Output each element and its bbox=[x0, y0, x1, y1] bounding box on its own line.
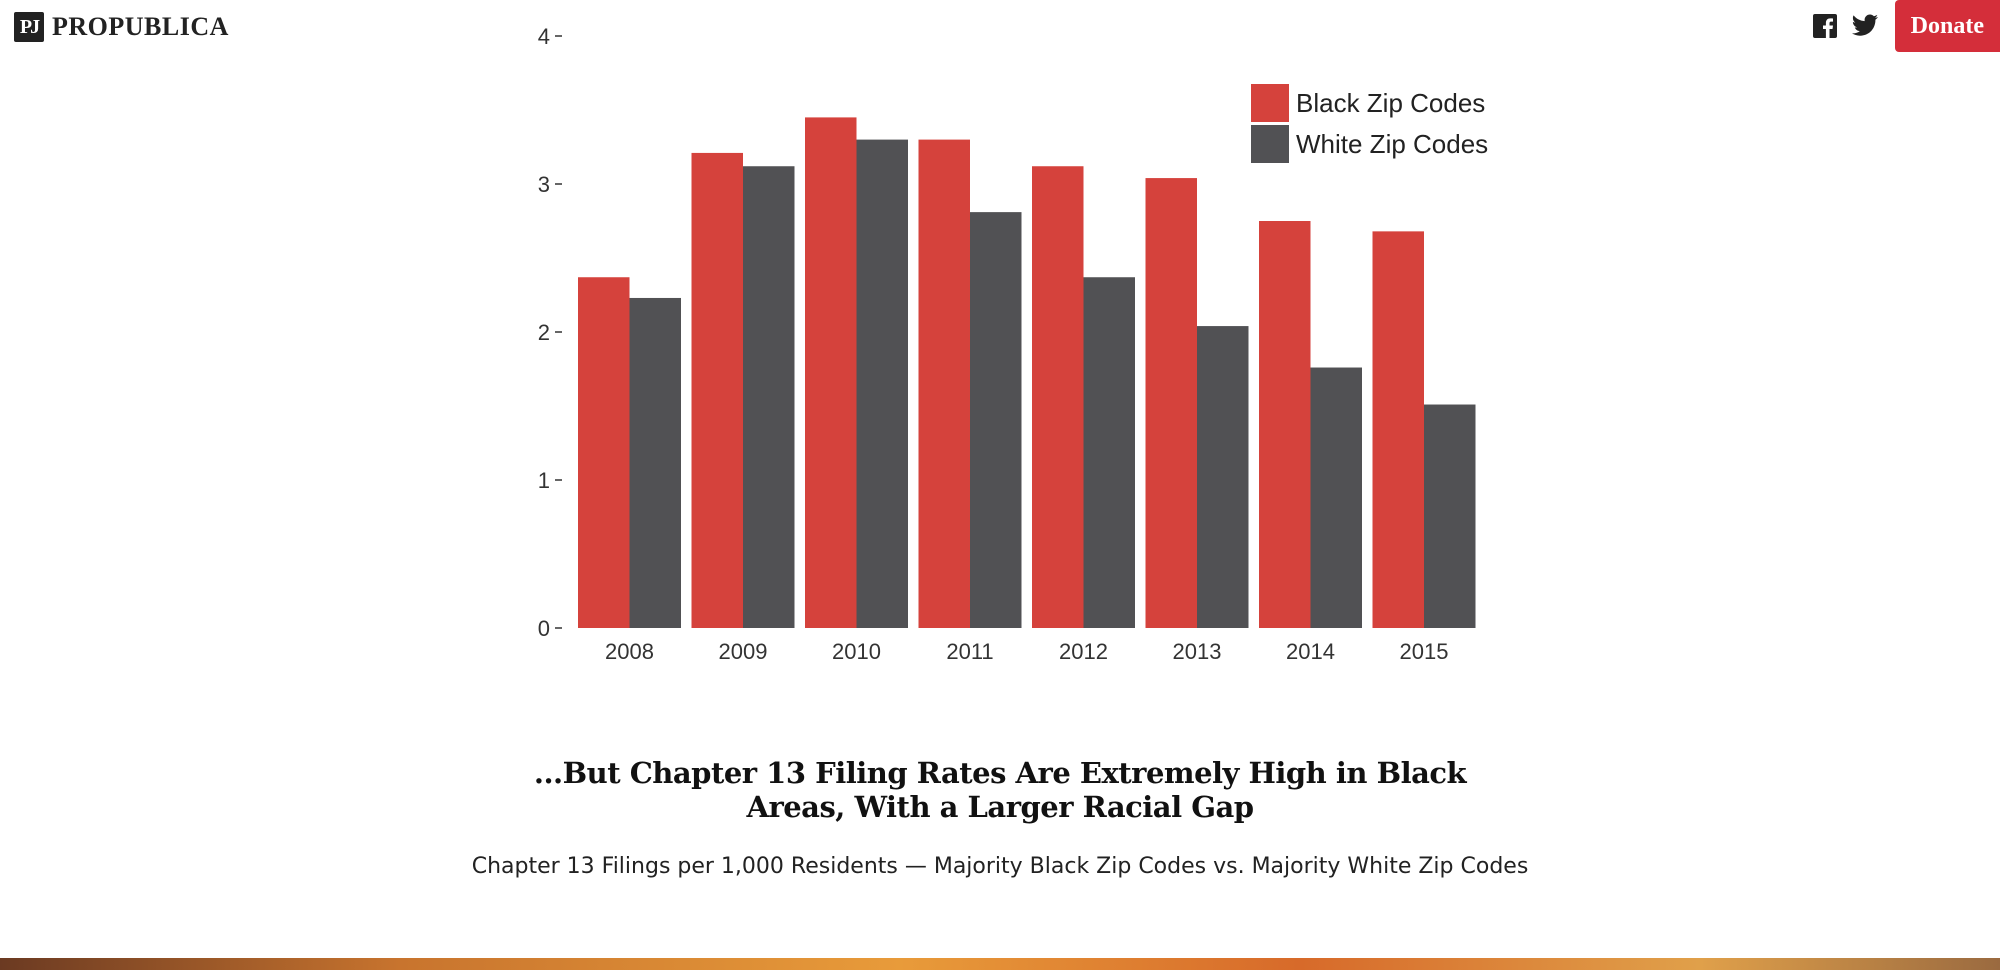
bar-black-zip-codes-2010 bbox=[805, 117, 857, 629]
y-tick-label: 1 bbox=[538, 468, 550, 493]
propublica-logo[interactable]: PJ PROPUBLICA bbox=[14, 12, 229, 42]
bar-black-zip-codes-2012 bbox=[1032, 166, 1084, 629]
x-tick-label: 2010 bbox=[832, 639, 881, 664]
x-tick-label: 2013 bbox=[1173, 639, 1222, 664]
bar-white-zip-codes-2015 bbox=[1424, 404, 1476, 628]
x-tick-label: 2009 bbox=[719, 639, 768, 664]
bar-black-zip-codes-2014 bbox=[1259, 221, 1311, 628]
x-axis: 2008 2009 2010 2011 2012 2013 2014 2015 bbox=[605, 639, 1448, 664]
x-tick-label: 2015 bbox=[1400, 639, 1449, 664]
legend-swatch bbox=[1251, 84, 1289, 122]
legend-label: White Zip Codes bbox=[1296, 129, 1488, 159]
chart-headline: ...But Chapter 13 Filing Rates Are Extre… bbox=[533, 756, 1467, 824]
bars bbox=[578, 117, 1476, 629]
y-tick-label: 4 bbox=[538, 24, 550, 49]
x-tick-label: 2012 bbox=[1059, 639, 1108, 664]
bar-white-zip-codes-2014 bbox=[1310, 367, 1362, 628]
facebook-icon[interactable] bbox=[1809, 10, 1841, 42]
header-actions: Donate bbox=[1809, 0, 2000, 52]
bar-black-zip-codes-2011 bbox=[918, 139, 970, 628]
legend-label: Black Zip Codes bbox=[1296, 88, 1485, 118]
legend-swatch bbox=[1251, 125, 1289, 163]
bar-white-zip-codes-2009 bbox=[743, 166, 795, 629]
x-tick-label: 2014 bbox=[1286, 639, 1335, 664]
bar-black-zip-codes-2009 bbox=[691, 152, 743, 629]
bar-white-zip-codes-2008 bbox=[629, 297, 681, 628]
legend: Black Zip Codes White Zip Codes bbox=[1251, 84, 1488, 163]
logo-text: PROPUBLICA bbox=[52, 12, 229, 41]
chart-subhead: Chapter 13 Filings per 1,000 Residents —… bbox=[471, 854, 1529, 879]
y-tick-label: 3 bbox=[538, 172, 550, 197]
donate-button[interactable]: Donate bbox=[1894, 0, 2000, 52]
bottom-strip bbox=[0, 958, 2000, 970]
y-tick-label: 0 bbox=[538, 616, 550, 641]
bar-black-zip-codes-2015 bbox=[1372, 231, 1424, 629]
x-tick-label: 2011 bbox=[946, 639, 993, 664]
bar-black-zip-codes-2008 bbox=[578, 277, 630, 628]
y-axis: 0 1 2 3 4 bbox=[538, 24, 562, 641]
bar-white-zip-codes-2013 bbox=[1197, 326, 1249, 628]
bar-chart: 0 1 2 3 4 2008 2009 2010 2011 2012 2013 2014 2015 B… bbox=[538, 24, 1488, 664]
bar-white-zip-codes-2011 bbox=[970, 212, 1022, 628]
bar-black-zip-codes-2013 bbox=[1145, 178, 1197, 628]
bar-white-zip-codes-2012 bbox=[1083, 277, 1135, 628]
bar-white-zip-codes-2010 bbox=[856, 139, 908, 628]
x-tick-label: 2008 bbox=[605, 639, 654, 664]
twitter-icon[interactable] bbox=[1849, 10, 1881, 42]
y-tick-label: 2 bbox=[538, 320, 550, 345]
logo-mark: PJ bbox=[14, 12, 44, 42]
